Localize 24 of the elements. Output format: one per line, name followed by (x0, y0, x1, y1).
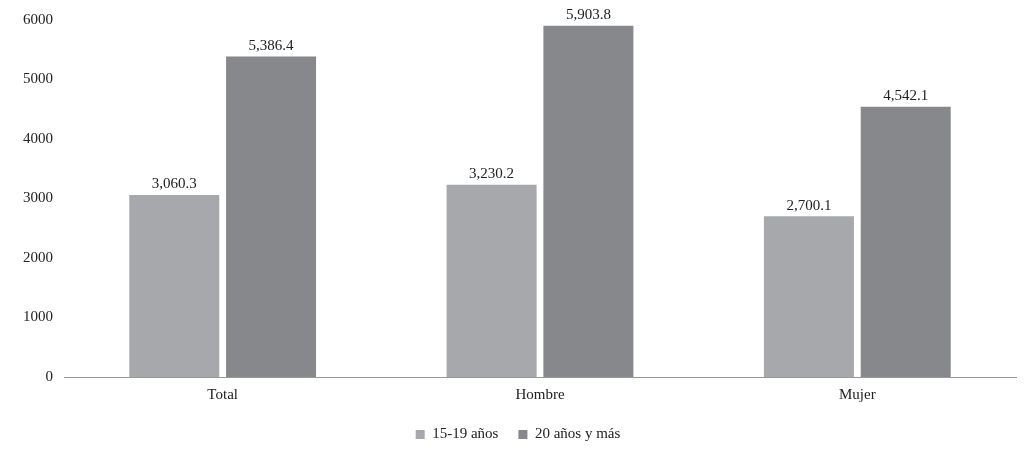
x-tick-label: Mujer (839, 385, 876, 402)
data-label: 5,903.8 (565, 6, 611, 23)
y-tick-label: 3000 (23, 189, 53, 206)
bar (446, 184, 537, 377)
bar (226, 56, 317, 377)
legend-label: 15-19 años (432, 425, 499, 442)
bar (763, 216, 854, 377)
y-tick-label: 4000 (23, 129, 53, 146)
y-tick-label: 0 (45, 367, 53, 384)
bar (860, 106, 951, 377)
x-tick-label: Total (207, 385, 238, 402)
y-tick-label: 6000 (23, 10, 53, 27)
bar (543, 25, 634, 377)
y-tick-label: 1000 (23, 308, 53, 325)
legend-label: 20 años y más (534, 425, 621, 442)
x-tick-label: Hombre (515, 385, 565, 402)
bar (129, 194, 220, 377)
data-label: 3,060.3 (151, 175, 197, 192)
data-label: 3,230.2 (469, 165, 515, 182)
data-label: 4,542.1 (883, 87, 929, 104)
y-tick-label: 2000 (23, 248, 53, 265)
y-tick-label: 5000 (23, 70, 53, 87)
data-label: 5,386.4 (248, 36, 295, 53)
data-label: 2,700.1 (786, 196, 832, 213)
